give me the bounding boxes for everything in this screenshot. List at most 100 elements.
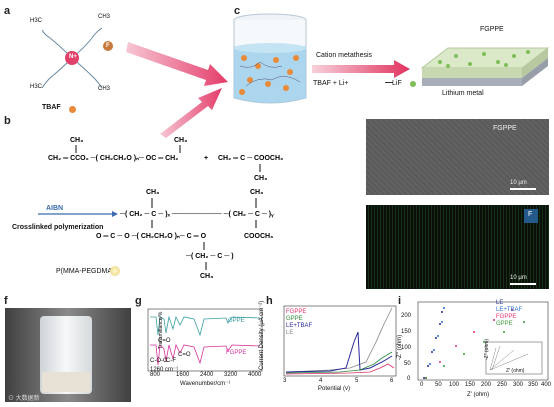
lsv-tick-3: 3 xyxy=(283,378,287,384)
eis-legend-le: LE xyxy=(496,300,504,306)
eis-inset-ylabel: -Z'' (ohm) xyxy=(484,338,490,360)
svg-text:CH₂ ═ C ─ COOCH₃: CH₂ ═ C ─ COOCH₃ xyxy=(218,155,283,162)
watermark: ⊙ 大数据新 xyxy=(8,396,40,402)
ftir-tick-800: 800 xyxy=(150,372,161,378)
nitrogen-center-icon xyxy=(65,51,79,65)
eis-chart xyxy=(417,301,549,381)
ftir-annot-coc: C-O-C xyxy=(150,358,168,364)
lsv-legend-fgppe: FGPPE xyxy=(286,309,307,315)
svg-text:CH₃: CH₃ xyxy=(254,175,267,182)
svg-text:+: + xyxy=(204,155,208,162)
eds-scale-bar xyxy=(510,283,536,285)
metathesis-arrow xyxy=(312,60,410,78)
panel-label-a: a xyxy=(4,5,11,17)
svg-text:─( CH₂ ─ C ─ ): ─( CH₂ ─ C ─ ) xyxy=(185,253,234,260)
lsv-legend-letbaf: LE+TBAF xyxy=(286,323,313,329)
tbaf-substituent-1: H3C xyxy=(30,18,43,24)
fgppe-cell-illustration xyxy=(420,47,550,86)
svg-text:CH₂ ═ CCO₂ ─( CH₂CH₂O )ₙ─ OC ═: CH₂ ═ CCO₂ ─( CH₂CH₂O )ₙ─ OC ═ CH₂ xyxy=(48,155,178,162)
lsv-tick-4: 4 xyxy=(319,378,323,384)
ftir-annot-1260: 1260 cm⁻¹ xyxy=(150,367,179,373)
eis-inset-xlabel: Z' (ohm) xyxy=(506,368,525,374)
ftir-tick-1600: 1600 xyxy=(176,372,190,378)
sem-scale-bar xyxy=(510,188,536,190)
panel-label-h: h xyxy=(266,295,273,307)
equation-left: TBAF + Li+ xyxy=(313,80,349,87)
eis-ytick-0: 0 xyxy=(407,376,411,382)
tbaf-particle-icon xyxy=(69,106,76,113)
panel-label-g: g xyxy=(135,295,142,307)
ftir-annot-cf: C-F xyxy=(166,358,176,364)
panel-label-b: b xyxy=(4,115,11,127)
eis-xlabel: Z' (ohm) xyxy=(467,392,490,398)
fluoride-anion-icon xyxy=(103,41,113,51)
cell-top-label: FGPPE xyxy=(480,26,504,33)
lsv-tick-6: 6 xyxy=(390,378,394,384)
ftir-ylabel: Transmittance/% xyxy=(158,311,164,349)
eis-xtick-350: 350 xyxy=(528,382,539,388)
ftir-tick-4000: 4000 xyxy=(248,372,262,378)
ftir-annot-co2: C=O xyxy=(178,352,191,358)
sem-scale-text: 10 μm xyxy=(510,180,527,186)
lsv-legend-gppe: GPPE xyxy=(286,316,303,322)
eis-legend-fgppe: FGPPE xyxy=(496,314,517,320)
eds-fluorine-map xyxy=(366,205,549,289)
product-label: P(MMA-PEGDMA) xyxy=(56,268,115,275)
eis-xtick-150: 150 xyxy=(465,382,476,388)
eis-xtick-200: 200 xyxy=(481,382,492,388)
lif-particle-icon xyxy=(410,81,416,87)
eds-element-label: F xyxy=(528,211,533,218)
svg-text:CH₃: CH₃ xyxy=(146,189,159,196)
tbaf-anion-label: F xyxy=(106,43,110,49)
panel-label-c: c xyxy=(234,5,241,17)
svg-text:COOCH₃: COOCH₃ xyxy=(244,233,273,240)
lsv-xlabel: Potential (v) xyxy=(318,386,351,392)
eis-xtick-50: 50 xyxy=(435,382,442,388)
eis-xtick-0: 0 xyxy=(420,382,424,388)
tbaf-caption: TBAF xyxy=(42,104,61,111)
ftir-series-gppe: GPPE xyxy=(228,318,245,324)
lsv-legend-le: LE xyxy=(286,330,294,336)
lsv-ylabel: Current Density (μA cm⁻²) xyxy=(259,300,265,370)
mixing-arrows xyxy=(126,42,228,138)
eds-element-badge xyxy=(524,209,538,223)
equation-arrow xyxy=(385,82,393,83)
eis-xtick-300: 300 xyxy=(513,382,524,388)
ftir-series-fgppe: FGPPE xyxy=(226,350,247,356)
ftir-xlabel: Wavenumber/cm⁻¹ xyxy=(180,381,231,387)
sem-label: FGPPE xyxy=(493,125,517,132)
tbaf-center-label: N+ xyxy=(69,54,77,60)
eis-ytick-200: 200 xyxy=(401,313,412,319)
panel-label-i: i xyxy=(398,295,402,307)
reaction-scheme: CH₂ ═ CCO₂ ─( CH₂CH₂O )ₙ─ OC ═ CH₂ CH₃ C… xyxy=(38,137,283,280)
eis-ytick-150: 150 xyxy=(401,329,412,335)
svg-text:O ═ C ─ O ─( CH₂CH₂O )ₙ─ C ═ O: O ═ C ─ O ─( CH₂CH₂O )ₙ─ C ═ O xyxy=(96,233,207,240)
tbaf-substituent-3: H3C xyxy=(30,84,43,90)
svg-text:CH₃: CH₃ xyxy=(250,189,263,196)
eis-xtick-400: 400 xyxy=(541,382,552,388)
eis-legend-gppe: GPPE xyxy=(496,321,513,327)
initiator-label: AIBN xyxy=(46,205,64,212)
cell-bottom-label: Lithium metal xyxy=(442,90,484,97)
product-particle-icon xyxy=(110,266,120,276)
lsv-chart xyxy=(283,305,397,377)
eis-legend-letbaf: LE+TBAF xyxy=(496,307,523,313)
svg-text:CH₃: CH₃ xyxy=(70,137,83,144)
tbaf-structure xyxy=(41,27,113,89)
process-label: Crosslinked polymerization xyxy=(12,224,104,231)
eis-ytick-100: 100 xyxy=(401,345,412,351)
svg-text:CH₃: CH₃ xyxy=(174,137,187,144)
eis-xtick-250: 250 xyxy=(497,382,508,388)
lsv-tick-5: 5 xyxy=(355,378,359,384)
eis-xtick-100: 100 xyxy=(449,382,460,388)
eis-ylabel: -Z'' (ohm) xyxy=(397,334,403,360)
tbaf-substituent-2: CH3 xyxy=(98,14,111,20)
tbaf-substituent-4: CH3 xyxy=(98,86,111,92)
ftir-annot-co: C=O xyxy=(158,338,171,344)
svg-text:─( CH₂ ─ C ─ )ₓ ────────── ─(: ─( CH₂ ─ C ─ )ₓ ────────── ─( CH₂ ─ C ─ … xyxy=(119,211,274,218)
eds-scale-text: 10 μm xyxy=(510,275,527,281)
vial-gel-icon xyxy=(42,372,90,392)
eis-ytick-50: 50 xyxy=(404,361,411,367)
equation-right: LiF xyxy=(392,80,402,87)
ftir-tick-3200: 3200 xyxy=(224,372,238,378)
